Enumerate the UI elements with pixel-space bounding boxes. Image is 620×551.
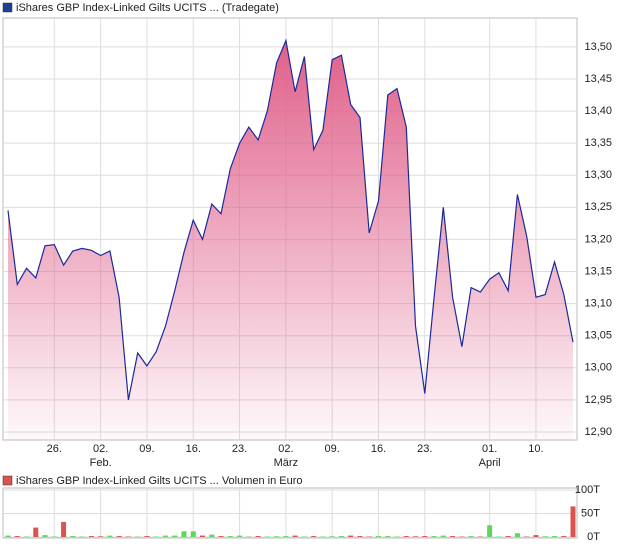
volume-bar bbox=[506, 536, 511, 537]
volume-bar bbox=[385, 536, 390, 537]
volume-bar bbox=[209, 535, 214, 537]
legend-swatch bbox=[3, 476, 12, 485]
volume-bar bbox=[571, 506, 576, 537]
x-tick-label: 10. bbox=[528, 443, 543, 455]
legend-swatch bbox=[3, 3, 12, 12]
volume-bar bbox=[117, 536, 122, 537]
y-tick-label: 50T bbox=[581, 507, 600, 519]
volume-bar bbox=[283, 536, 288, 537]
y-tick-label: 13,15 bbox=[584, 265, 612, 277]
volume-bar bbox=[107, 536, 112, 537]
volume-bar bbox=[552, 536, 557, 537]
volume-bar bbox=[200, 536, 205, 537]
x-tick-label: 02. bbox=[93, 443, 108, 455]
volume-bar bbox=[339, 536, 344, 537]
y-tick-label: 13,40 bbox=[584, 105, 612, 117]
volume-bar bbox=[98, 536, 103, 537]
y-tick-label: 13,25 bbox=[584, 201, 612, 213]
month-label: März bbox=[274, 457, 298, 469]
volume-bar bbox=[228, 536, 233, 537]
y-tick-label: 13,35 bbox=[584, 137, 612, 149]
x-tick-label: 16. bbox=[186, 443, 201, 455]
volume-bar bbox=[469, 536, 474, 537]
volume-bar bbox=[376, 536, 381, 537]
y-tick-label: 13,45 bbox=[584, 73, 612, 85]
volume-bar bbox=[256, 536, 261, 537]
volume-bar bbox=[487, 525, 492, 537]
volume-bar bbox=[15, 536, 20, 537]
volume-bar bbox=[237, 536, 242, 537]
volume-bar bbox=[533, 535, 538, 537]
volume-bar bbox=[191, 531, 196, 537]
volume-bar bbox=[330, 536, 335, 537]
y-tick-label: 0T bbox=[587, 531, 600, 543]
volume-bar bbox=[61, 522, 66, 537]
y-tick-label: 13,05 bbox=[584, 330, 612, 342]
volume-bar bbox=[413, 536, 418, 537]
month-label: April bbox=[479, 457, 501, 469]
y-tick-label: 13,10 bbox=[584, 298, 612, 310]
x-tick-label: 09. bbox=[325, 443, 340, 455]
volume-bar bbox=[6, 536, 11, 537]
volume-bar bbox=[274, 536, 279, 537]
y-tick-label: 13,50 bbox=[584, 41, 612, 53]
volume-bar bbox=[144, 536, 149, 537]
volume-bar bbox=[293, 536, 298, 537]
x-tick-label: 16. bbox=[371, 443, 386, 455]
y-tick-label: 13,00 bbox=[584, 362, 612, 374]
volume-bar bbox=[70, 536, 75, 537]
y-tick-label: 12,95 bbox=[584, 394, 612, 406]
volume-bar bbox=[163, 536, 168, 537]
y-tick-label: 13,30 bbox=[584, 169, 612, 181]
volume-bar bbox=[219, 536, 224, 537]
volume-bar bbox=[422, 536, 427, 537]
volume-bar bbox=[348, 536, 353, 537]
y-tick-label: 12,90 bbox=[584, 426, 612, 438]
volume-bar bbox=[357, 536, 362, 537]
y-tick-label: 100T bbox=[575, 484, 600, 496]
x-tick-label: 09. bbox=[139, 443, 154, 455]
month-label: Feb. bbox=[90, 457, 112, 469]
x-tick-label: 23. bbox=[232, 443, 247, 455]
volume-bar bbox=[543, 536, 548, 537]
x-tick-label: 26. bbox=[47, 443, 62, 455]
volume-bar bbox=[441, 536, 446, 537]
volume-bar bbox=[33, 528, 38, 537]
x-tick-label: 02. bbox=[278, 443, 293, 455]
volume-bar bbox=[561, 536, 566, 537]
volume-bar bbox=[311, 536, 316, 537]
legend-label: iShares GBP Index-Linked Gilts UCITS ...… bbox=[16, 475, 303, 487]
volume-bar bbox=[89, 536, 94, 537]
x-tick-label: 01. bbox=[482, 443, 497, 455]
y-tick-label: 13,20 bbox=[584, 233, 612, 245]
volume-bar bbox=[43, 535, 48, 537]
x-tick-label: 23. bbox=[417, 443, 432, 455]
legend-label: iShares GBP Index-Linked Gilts UCITS ...… bbox=[16, 2, 279, 14]
volume-bar bbox=[172, 536, 177, 537]
volume-bar bbox=[450, 536, 455, 537]
volume-bar bbox=[181, 531, 186, 537]
volume-bar bbox=[432, 536, 437, 537]
volume-bar bbox=[404, 536, 409, 537]
volume-bar bbox=[515, 533, 520, 537]
